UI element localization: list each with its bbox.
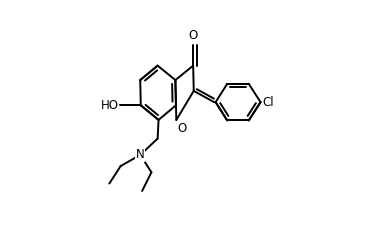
Text: N: N [136, 148, 145, 161]
Text: O: O [177, 122, 187, 135]
Text: Cl: Cl [262, 96, 274, 109]
Text: HO: HO [101, 99, 119, 112]
Text: O: O [188, 29, 198, 42]
